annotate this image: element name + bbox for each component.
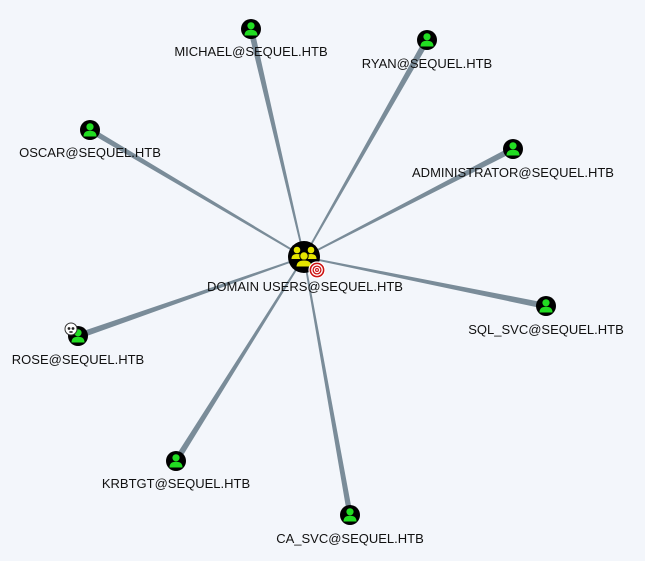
node-domain-users[interactable]: DOMAIN USERS@SEQUEL.HTB <box>207 241 403 294</box>
user-icon <box>241 19 261 39</box>
skull-icon <box>64 322 78 336</box>
node-label: DOMAIN USERS@SEQUEL.HTB <box>207 279 403 294</box>
node-label: ADMINISTRATOR@SEQUEL.HTB <box>412 165 614 180</box>
node-label: RYAN@SEQUEL.HTB <box>362 56 492 71</box>
node-oscar[interactable]: OSCAR@SEQUEL.HTB <box>19 120 161 160</box>
node-ryan[interactable]: RYAN@SEQUEL.HTB <box>362 30 492 71</box>
node-label: CA_SVC@SEQUEL.HTB <box>276 531 424 546</box>
user-icon <box>417 30 437 50</box>
node-michael[interactable]: MICHAEL@SEQUEL.HTB <box>174 19 328 59</box>
edges-layer <box>76 27 548 516</box>
node-rose[interactable]: ROSE@SEQUEL.HTB <box>12 322 144 367</box>
user-icon <box>536 296 556 316</box>
group-icon <box>288 241 320 273</box>
node-label: OSCAR@SEQUEL.HTB <box>19 145 161 160</box>
user-icon <box>340 505 360 525</box>
edge-michael[interactable] <box>247 27 305 258</box>
user-icon <box>166 451 186 471</box>
target-icon <box>308 261 326 279</box>
node-ca-svc[interactable]: CA_SVC@SEQUEL.HTB <box>276 505 424 546</box>
node-label: ROSE@SEQUEL.HTB <box>12 352 144 367</box>
user-icon <box>80 120 100 140</box>
nodes-layer: MICHAEL@SEQUEL.HTB RYAN@SEQUEL.HTB OSCAR@S… <box>12 19 624 546</box>
edge-rose[interactable] <box>76 256 305 340</box>
node-sql-svc[interactable]: SQL_SVC@SEQUEL.HTB <box>468 296 624 337</box>
node-label: MICHAEL@SEQUEL.HTB <box>174 44 327 59</box>
node-administrator[interactable]: ADMINISTRATOR@SEQUEL.HTB <box>412 139 614 180</box>
user-icon <box>503 139 523 159</box>
edge-ca-svc[interactable] <box>303 256 353 516</box>
node-label: SQL_SVC@SEQUEL.HTB <box>468 322 624 337</box>
node-label: KRBTGT@SEQUEL.HTB <box>102 476 250 491</box>
node-krbtgt[interactable]: KRBTGT@SEQUEL.HTB <box>102 451 250 491</box>
